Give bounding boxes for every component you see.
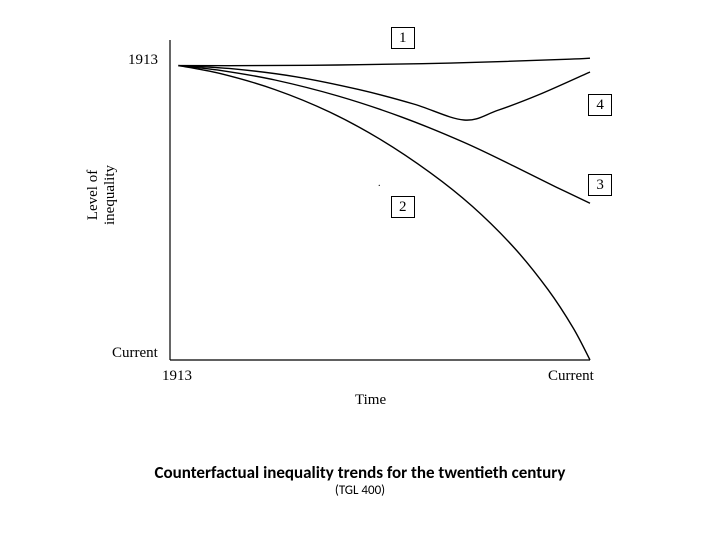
caption: Counterfactual inequality trends for the… — [0, 462, 720, 498]
chart-svg — [130, 30, 600, 400]
curves-group — [178, 58, 590, 360]
caption-subtitle: (TGL 400) — [0, 483, 720, 498]
curve-3 — [178, 66, 590, 204]
y-tick-current: Current — [112, 345, 158, 362]
stray-dot: . — [378, 178, 381, 189]
axes — [170, 40, 590, 360]
x-axis-title: Time — [355, 392, 386, 409]
curve-2 — [178, 66, 590, 360]
chart-area: 1913 Current 1913 Current Level of inequ… — [130, 30, 600, 400]
y-tick-1913: 1913 — [128, 52, 158, 69]
series-label-3: 3 — [588, 174, 612, 196]
series-label-2: 2 — [391, 196, 415, 218]
page: 1913 Current 1913 Current Level of inequ… — [0, 0, 720, 540]
caption-title: Counterfactual inequality trends for the… — [0, 462, 720, 483]
x-tick-current: Current — [548, 368, 594, 385]
y-axis-title: Level of inequality — [85, 165, 119, 225]
curve-1 — [178, 58, 590, 65]
series-label-1: 1 — [391, 27, 415, 49]
x-tick-1913: 1913 — [162, 368, 192, 385]
series-label-4: 4 — [588, 94, 612, 116]
